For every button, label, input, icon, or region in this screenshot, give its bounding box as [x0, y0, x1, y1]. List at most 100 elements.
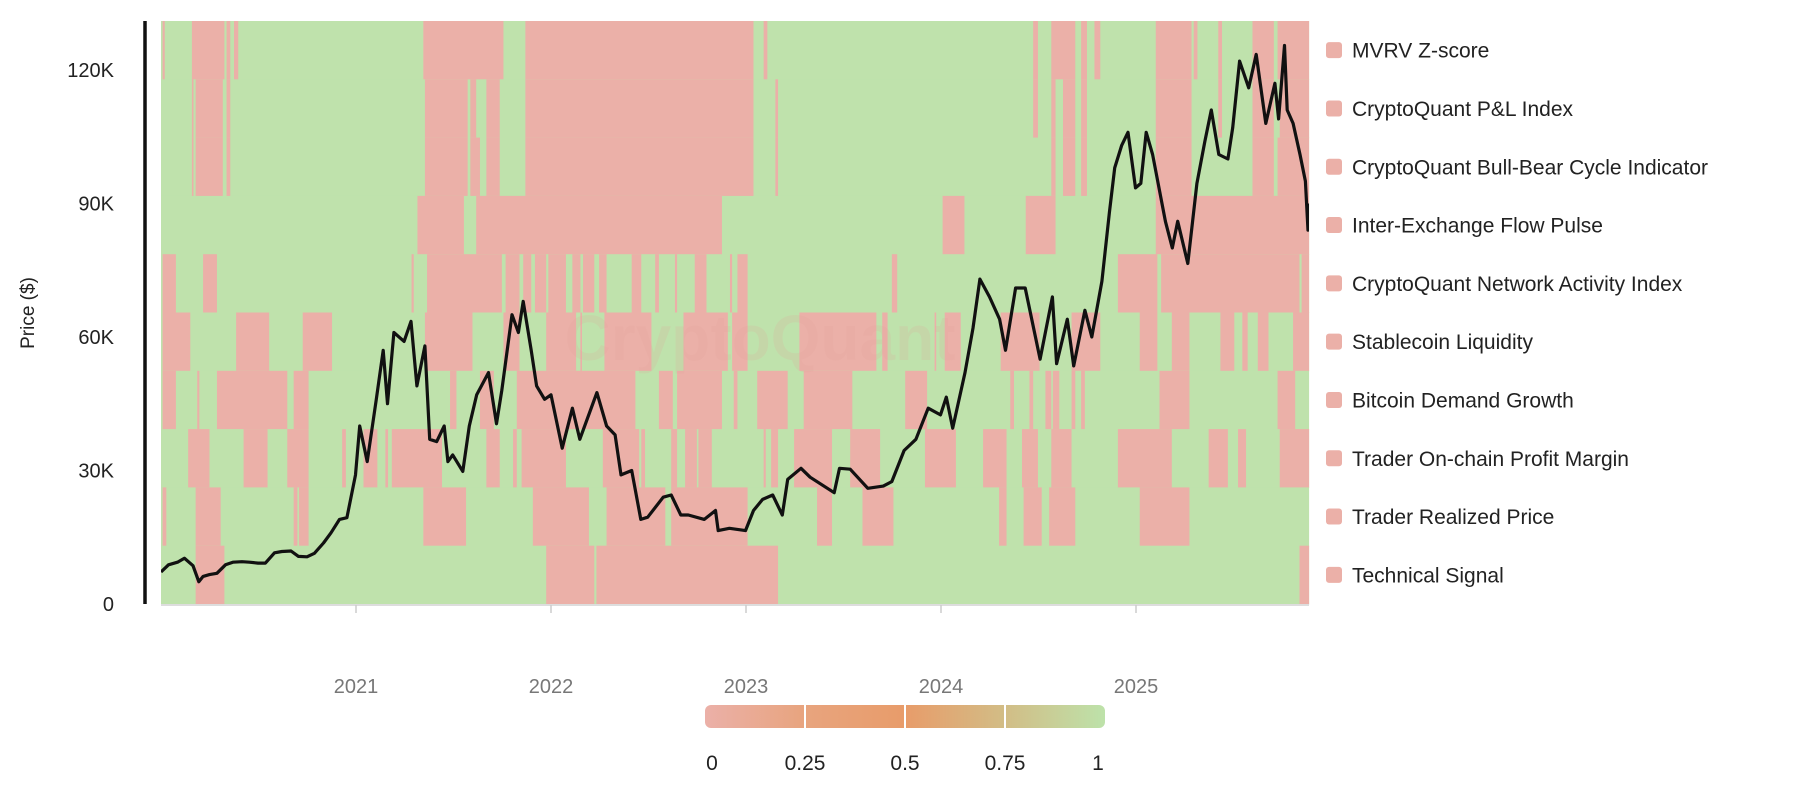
legend-label: Trader On-chain Profit Margin: [1352, 448, 1629, 471]
heatmap-cell-bearish: [1293, 312, 1310, 372]
heatmap-cell-bearish: [226, 137, 231, 197]
legend-swatch-icon: [1326, 158, 1342, 175]
legend-label: MVRV Z-score: [1352, 40, 1489, 63]
colorbar-tick-label: 0.25: [785, 752, 826, 775]
legend-item[interactable]: CryptoQuant Network Activity Index: [1326, 273, 1683, 296]
heatmap-cell-bearish: [476, 195, 722, 255]
heatmap-cell-bearish: [631, 254, 642, 313]
heatmap-cell-bearish: [757, 370, 788, 430]
heatmap-row: [161, 254, 1310, 313]
legend-label: CryptoQuant Bull-Bear Cycle Indicator: [1352, 156, 1708, 179]
heatmap-cell-bearish: [641, 429, 646, 488]
heatmap-cell-bearish: [363, 429, 378, 488]
legend-item[interactable]: Trader Realized Price: [1326, 506, 1554, 529]
heatmap-cell-bearish: [580, 312, 582, 372]
legend-swatch-icon: [1326, 566, 1342, 583]
legend-item[interactable]: Trader On-chain Profit Margin: [1326, 448, 1629, 471]
x-tick-label: 2024: [919, 676, 964, 698]
heatmap-cell-bearish: [427, 254, 502, 313]
heatmap-cell-bearish: [470, 137, 480, 197]
heatmap-cell-bearish: [287, 429, 309, 488]
heatmap-cell-bearish: [1139, 487, 1190, 547]
legend-item[interactable]: MVRV Z-score: [1326, 40, 1489, 63]
heatmap-cell-bearish: [1049, 487, 1076, 547]
heatmap-cell-bearish: [513, 429, 517, 488]
heatmap-row: [161, 545, 1310, 605]
legend-swatch-icon: [1326, 508, 1342, 525]
heatmap-cell-bearish: [882, 312, 888, 372]
heatmap-cell-bearish: [1081, 21, 1087, 80]
heatmap-cell-bearish: [891, 254, 898, 313]
heatmap-cell-bearish: [1155, 195, 1310, 255]
heatmap-row: [161, 79, 1310, 139]
legend-item[interactable]: Inter-Exchange Flow Pulse: [1326, 215, 1603, 238]
heatmap-cell-bearish: [1238, 429, 1247, 488]
heatmap-cell-bearish: [1081, 370, 1085, 430]
heatmap-cell-bearish: [905, 370, 928, 430]
heatmap-cell-bearish: [298, 487, 309, 547]
legend-swatch-icon: [1326, 450, 1342, 467]
heatmap-cell-bearish: [424, 79, 468, 139]
legend-label: Stablecoin Liquidity: [1352, 331, 1533, 354]
legend-item[interactable]: Bitcoin Demand Growth: [1326, 389, 1574, 412]
heatmap-cell-bearish: [197, 370, 200, 430]
heatmap-row: [161, 195, 1310, 255]
heatmap-cell-bearish: [1220, 312, 1235, 372]
price-line: [161, 43, 1309, 584]
heatmap-cell-bearish: [411, 254, 414, 313]
heatmap-cell-bearish: [385, 429, 389, 488]
heatmap-cell-bearish: [1081, 137, 1087, 197]
heatmap-cell-bearish: [685, 429, 697, 488]
heatmap-cell-bearish: [599, 254, 607, 313]
y-tick-label: 0: [103, 594, 114, 616]
legend-label: Technical Signal: [1352, 564, 1504, 587]
heatmap-cell-bullish: [161, 254, 1310, 313]
heatmap-cell-bearish: [1242, 312, 1248, 372]
legend-swatch-icon: [1326, 100, 1342, 117]
heatmap-cell-bearish: [1071, 370, 1076, 430]
heatmap-cell-bearish: [771, 429, 779, 488]
heatmap-cell-bearish: [763, 21, 768, 80]
heatmap-cell-bearish: [203, 254, 217, 313]
heatmap-cell-bearish: [1139, 312, 1158, 372]
heatmap-cell-bearish: [293, 370, 309, 430]
heatmap-cell-bearish: [195, 137, 223, 197]
heatmap-cell-bearish: [1051, 21, 1076, 80]
heatmap-cell-bearish: [1029, 370, 1034, 430]
x-tick-label: 2022: [529, 676, 574, 698]
y-axis-ticks: 0 30K 60K 90K 120K: [67, 60, 114, 616]
heatmap-row: [161, 21, 1310, 80]
legend-item[interactable]: Technical Signal: [1326, 564, 1504, 587]
heatmap-cell-bearish: [1023, 487, 1042, 547]
legend-item[interactable]: CryptoQuant Bull-Bear Cycle Indicator: [1326, 156, 1708, 179]
heatmap-cell-bearish: [1063, 137, 1076, 197]
legend-swatch-icon: [1326, 217, 1342, 234]
heatmap-cell-bearish: [694, 254, 707, 313]
heatmap-cell-bearish: [532, 487, 589, 547]
x-tick-label: 2025: [1114, 676, 1159, 698]
heatmap-cell-bearish: [934, 312, 937, 372]
legend-swatch-icon: [1326, 275, 1342, 292]
heatmap-cell-bearish: [424, 312, 473, 372]
heatmap-cell-bearish: [216, 370, 288, 430]
legend-item[interactable]: Stablecoin Liquidity: [1326, 331, 1533, 354]
heatmap-cell-bearish: [470, 79, 477, 139]
legend-swatch-icon: [1326, 333, 1342, 350]
heatmap-cell-bearish: [803, 370, 853, 430]
heatmap-cell-bearish: [191, 79, 194, 139]
heatmap-cell-bearish: [655, 254, 659, 313]
heatmap-cell-bearish: [850, 429, 881, 488]
y-tick-label: 90K: [78, 193, 114, 215]
heatmap-cell-bearish: [674, 254, 678, 313]
heatmap-cell-bearish: [942, 195, 965, 255]
heatmap-cell-bearish: [521, 429, 566, 488]
heatmap-cell-bearish: [534, 254, 547, 313]
legend-swatch-icon: [1326, 42, 1342, 59]
heatmap-cell-bearish: [1010, 370, 1014, 430]
heatmap-cell-bearish: [775, 79, 779, 139]
heatmap-cell-bearish: [862, 487, 894, 547]
legend-item[interactable]: CryptoQuant P&L Index: [1326, 98, 1574, 121]
heatmap-cell-bearish: [1045, 370, 1052, 430]
heatmap-cell-bearish: [486, 79, 500, 139]
